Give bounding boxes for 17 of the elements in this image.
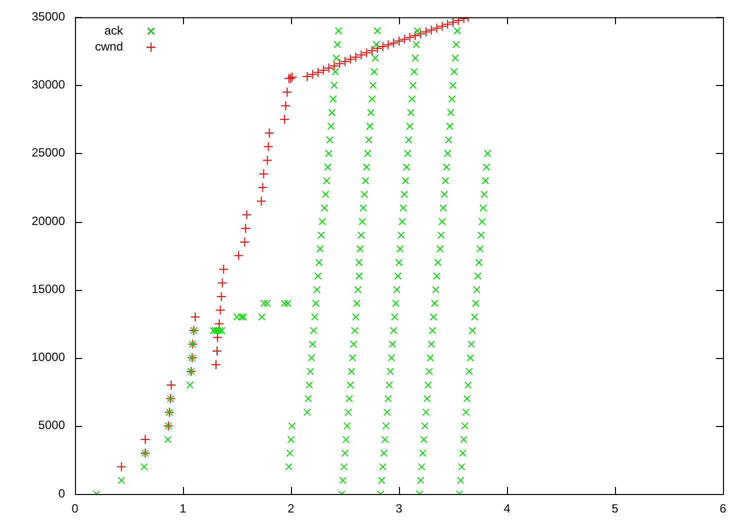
y-tick-label: 35000 bbox=[32, 10, 66, 24]
y-tick-label: 15000 bbox=[32, 282, 66, 296]
x-tick-label: 1 bbox=[180, 502, 187, 516]
y-tick-label: 10000 bbox=[32, 350, 66, 364]
x-tick-label: 0 bbox=[72, 502, 79, 516]
x-tick-label: 6 bbox=[720, 502, 727, 516]
legend-label: ack bbox=[104, 24, 124, 38]
y-tick-label: 5000 bbox=[38, 418, 66, 432]
legend-label: cwnd bbox=[94, 40, 123, 54]
x-tick-label: 2 bbox=[288, 502, 295, 516]
x-tick-label: 5 bbox=[612, 502, 619, 516]
y-tick-label: 20000 bbox=[32, 214, 66, 228]
x-tick-label: 3 bbox=[396, 502, 403, 516]
y-tick-label: 25000 bbox=[32, 146, 66, 160]
x-tick-label: 4 bbox=[504, 502, 511, 516]
y-tick-label: 0 bbox=[58, 486, 66, 500]
y-tick-label: 30000 bbox=[32, 78, 66, 92]
